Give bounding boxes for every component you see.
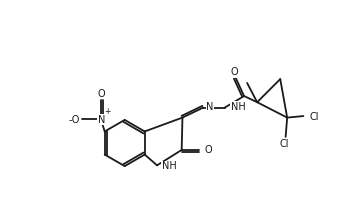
- Text: NH: NH: [162, 161, 177, 171]
- Text: Cl: Cl: [279, 139, 289, 149]
- Text: Cl: Cl: [309, 112, 319, 122]
- Text: N: N: [98, 115, 105, 125]
- Text: NH: NH: [231, 102, 246, 112]
- Text: O: O: [98, 89, 105, 99]
- Text: O: O: [230, 67, 238, 77]
- Text: -O: -O: [69, 115, 80, 125]
- Text: O: O: [204, 145, 211, 155]
- Text: +: +: [105, 107, 111, 116]
- Text: N: N: [206, 102, 214, 112]
